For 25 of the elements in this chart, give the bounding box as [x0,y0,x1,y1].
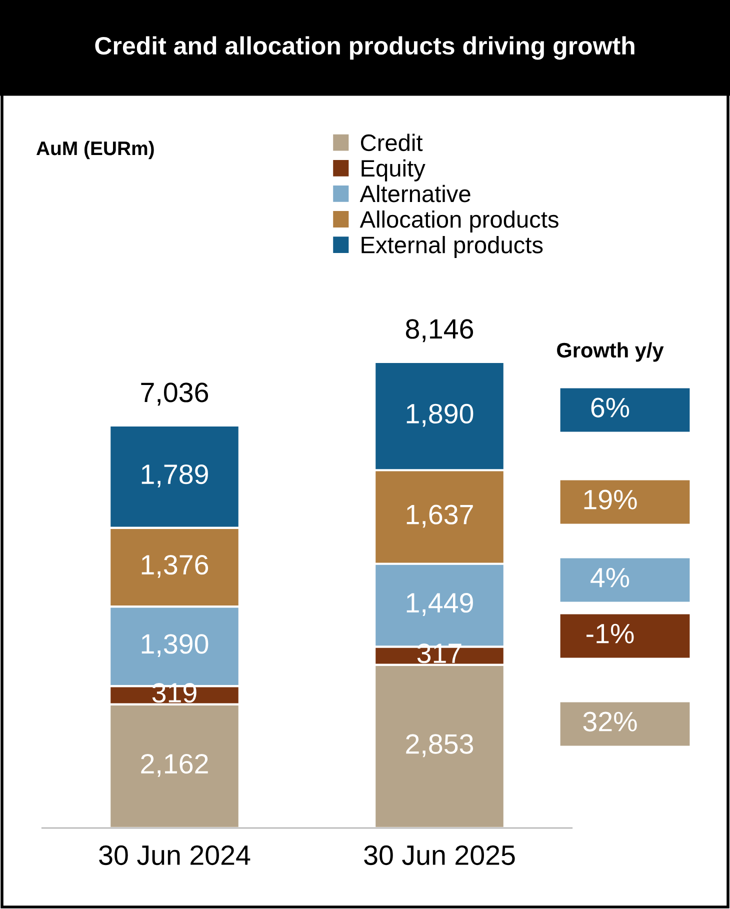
x-tick-label: 30 Jun 2024 [99,845,250,866]
data-label: 2,853 [406,734,474,758]
text: 32% [583,712,637,732]
data-label: 2,162 [141,754,208,777]
total-label: 8,146 [406,319,474,342]
legend-label: Alternative [360,184,470,202]
chart-title: Credit and allocation products driving growth [95,36,634,60]
data-label: 1,890 [406,404,474,427]
x-tick-label: 30 Jun 2025 [364,845,515,866]
data-label: 1,789 [142,464,208,488]
text: Growth y/y [557,342,664,362]
legend-label: Allocation products [360,210,558,232]
data-label: 1,637 [406,504,473,528]
total-label: 7,036 [141,382,208,406]
data-label: 1,390 [142,634,208,658]
text: 4% [590,568,630,588]
legend-label: Equity [362,159,426,182]
legend-label: Credit [360,134,423,152]
text: 19% [584,490,637,510]
text: AuM (EURm) [36,140,154,160]
data-label: 1,376 [142,554,208,578]
data-label: 1,449 [406,593,473,616]
text: -1% [586,624,634,644]
text: 6% [591,398,630,418]
legend-label: External products [362,236,543,258]
